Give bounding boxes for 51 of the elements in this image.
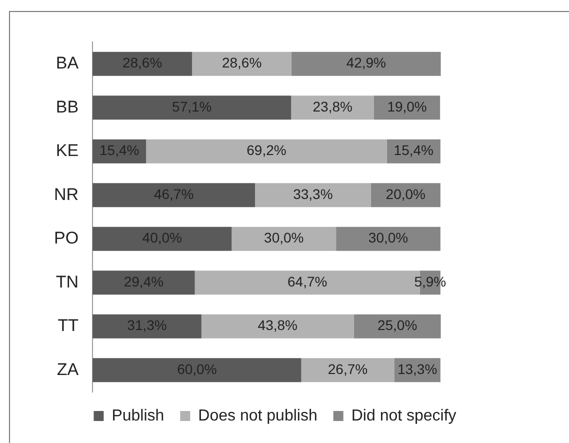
data-label: 64,7%	[288, 273, 328, 290]
legend-label: Publish	[112, 407, 164, 424]
bar	[292, 52, 441, 76]
data-label: 30,0%	[368, 230, 408, 246]
y-tick-label: NR	[54, 184, 79, 204]
data-label: 28,6%	[122, 54, 162, 71]
bar	[192, 52, 292, 76]
y-tick-label: TT	[58, 316, 79, 336]
legend-label: Did not specify	[351, 407, 456, 424]
data-label: 31,3%	[127, 317, 167, 334]
data-label: 19,0%	[387, 98, 427, 114]
y-tick-label: TN	[56, 272, 79, 292]
y-tick-label: KE	[56, 141, 79, 160]
bar	[92, 96, 292, 120]
data-label: 20,0%	[386, 186, 426, 202]
data-label: 60,0%	[177, 360, 217, 377]
data-label: 57,1%	[172, 98, 212, 114]
bar	[92, 226, 232, 251]
data-label: 40,0%	[142, 230, 182, 246]
data-label: 13,3%	[397, 360, 438, 377]
bar	[301, 358, 394, 382]
bar	[255, 183, 371, 208]
bar	[354, 314, 441, 338]
data-label: 30,0%	[264, 230, 304, 246]
bar	[92, 183, 256, 208]
y-tick-label: BA	[56, 54, 80, 73]
y-tick-label: PO	[54, 228, 79, 248]
data-label: 42,9%	[346, 54, 386, 71]
bar	[291, 96, 374, 120]
data-label: 33,3%	[293, 186, 333, 202]
data-label: 15,4%	[394, 142, 434, 158]
data-label: 23,8%	[312, 98, 352, 114]
data-label: 43,8%	[258, 317, 298, 334]
legend-label: Does not publish	[198, 407, 318, 424]
bar	[201, 314, 354, 338]
bar	[146, 139, 387, 164]
bar	[232, 226, 336, 251]
bar	[92, 358, 302, 382]
bar	[92, 52, 192, 76]
y-tick-label: ZA	[56, 360, 80, 379]
data-label: 29,4%	[124, 273, 164, 290]
bar	[92, 314, 202, 338]
data-label: 28,6%	[222, 54, 262, 71]
data-label: 69,2%	[246, 142, 286, 158]
y-tick-label: BB	[56, 97, 79, 116]
bar	[92, 270, 195, 295]
data-label: 25,0%	[377, 317, 418, 334]
data-label: 46,7%	[154, 186, 194, 202]
data-label: 26,7%	[328, 360, 368, 377]
data-label: 15,4%	[99, 142, 140, 158]
bar	[336, 226, 440, 251]
